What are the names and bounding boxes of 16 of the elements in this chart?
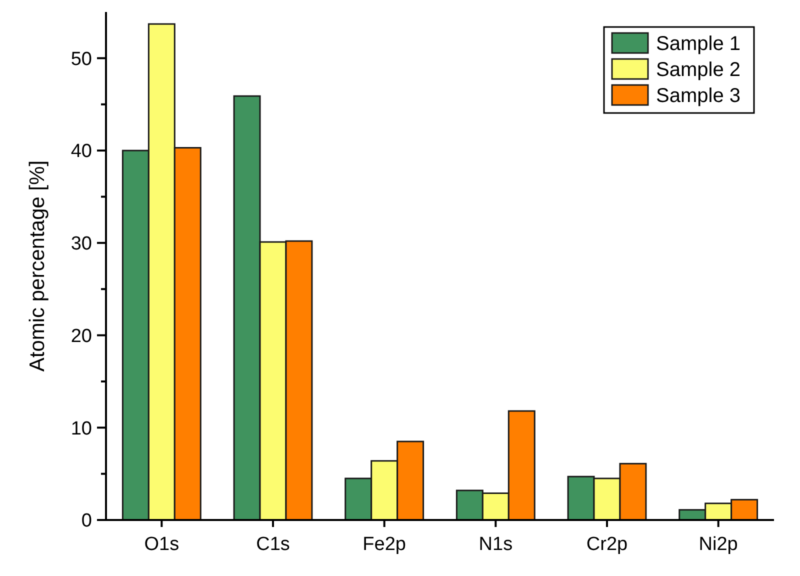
legend-label: Sample 1 [656,33,740,55]
y-tick-label: 10 [70,418,92,440]
legend-label: Sample 3 [656,85,740,107]
x-tick-label: Cr2p [586,534,628,555]
x-tick-label: C1s [256,534,290,555]
x-tick-label: Fe2p [362,534,406,555]
x-tick-label: N1s [478,534,513,555]
y-axis-title: Atomic percentage [%] [26,160,49,372]
legend-label: Sample 2 [656,59,740,81]
y-tick-label: 40 [70,141,92,162]
x-tick-label: O1s [144,534,180,555]
x-tick-label: Ni2p [698,534,738,555]
y-tick-label: 50 [70,48,92,70]
y-tick-label: 0 [81,510,92,532]
y-tick-label: 20 [70,326,92,347]
y-tick-label: 30 [70,234,92,255]
